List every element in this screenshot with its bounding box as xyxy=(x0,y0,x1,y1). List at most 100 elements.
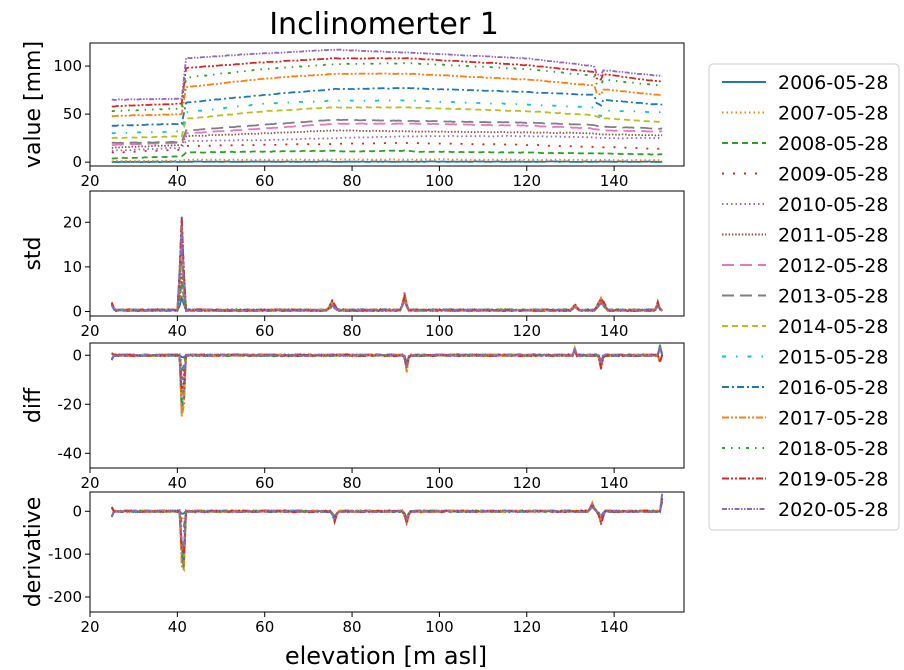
x-tick-label: 20 xyxy=(80,474,99,492)
legend-label: 2011-05-28 xyxy=(778,225,888,247)
legend-label: 2020-05-28 xyxy=(778,499,888,521)
series-line-2019-05-28 xyxy=(110,497,664,555)
series-line-2017-05-28 xyxy=(111,72,663,118)
series-line-2015-05-28 xyxy=(111,349,664,417)
x-axis-label: elevation [m asl] xyxy=(285,642,487,670)
legend-item: 2009-05-28 xyxy=(722,164,888,186)
x-tick-label: 100 xyxy=(425,618,454,636)
legend-item: 2007-05-28 xyxy=(722,103,888,125)
series-line-2013-05-28 xyxy=(110,242,663,313)
legend-label: 2018-05-28 xyxy=(778,438,888,460)
x-tick-label: 40 xyxy=(168,618,187,636)
legend: 2006-05-28 2007-05-28 2008-05-28 2009-05-28… xyxy=(708,63,900,531)
series-line-2013-05-28 xyxy=(111,118,663,144)
x-tick-label: 100 xyxy=(425,172,454,190)
legend-label: 2007-05-28 xyxy=(778,103,888,125)
x-tick-label: 40 xyxy=(168,322,187,340)
series-line-2010-05-28 xyxy=(110,494,664,548)
series-line-2007-05-28 xyxy=(111,285,663,313)
legend-item: 2020-05-28 xyxy=(722,499,888,521)
series-line-2008-05-28 xyxy=(111,149,663,160)
legend-label: 2019-05-28 xyxy=(778,469,888,491)
chart-title: Inclinomerter 1 xyxy=(269,7,499,42)
series-line-2014-05-28 xyxy=(111,246,663,313)
y-tick-label: 0 xyxy=(72,303,82,321)
legend-label: 2010-05-28 xyxy=(778,194,888,216)
y-tick-label: 20 xyxy=(63,213,82,231)
series-line-2018-05-28 xyxy=(111,62,663,113)
legend-item: 2014-05-28 xyxy=(722,316,888,338)
x-tick-label: 60 xyxy=(255,172,274,190)
x-tick-label: 60 xyxy=(255,474,274,492)
x-tick-label: 80 xyxy=(343,172,362,190)
series-line-2016-05-28 xyxy=(110,493,664,568)
series-line-2011-05-28 xyxy=(111,501,664,551)
x-tick-label: 40 xyxy=(168,474,187,492)
y-tick-label: -200 xyxy=(48,588,82,606)
x-tick-label: 80 xyxy=(343,322,362,340)
legend-item: 2018-05-28 xyxy=(722,438,888,460)
legend-item: 2008-05-28 xyxy=(722,133,888,155)
legend-item: 2010-05-28 xyxy=(722,194,888,216)
y-axis-label: std xyxy=(21,236,46,270)
series-line-2009-05-28 xyxy=(111,141,663,154)
x-tick-label: 140 xyxy=(600,474,629,492)
legend-item: 2012-05-28 xyxy=(722,255,888,277)
legend-item: 2016-05-28 xyxy=(722,377,888,399)
series-line-2012-05-28 xyxy=(111,122,663,147)
x-tick-label: 40 xyxy=(168,172,187,190)
panel-1-lines xyxy=(111,48,663,164)
x-tick-label: 60 xyxy=(255,322,274,340)
series-line-2020-05-28 xyxy=(110,493,664,547)
y-tick-label: 0 xyxy=(72,502,82,520)
panel-3-lines xyxy=(110,343,664,417)
legend-item: 2015-05-28 xyxy=(722,347,888,369)
legend-item: 2019-05-28 xyxy=(722,469,888,491)
series-line-2012-05-28 xyxy=(111,243,663,313)
legend-label: 2013-05-28 xyxy=(778,286,888,308)
y-tick-label: 10 xyxy=(63,258,82,276)
panel-frame xyxy=(89,190,685,317)
x-tick-label: 20 xyxy=(80,618,99,636)
legend-frame xyxy=(708,63,900,531)
series-line-2013-05-28 xyxy=(111,350,664,411)
x-tick-label: 100 xyxy=(425,474,454,492)
panel-frame xyxy=(89,42,685,167)
legend-label: 2008-05-28 xyxy=(778,133,888,155)
y-tick-label: -100 xyxy=(48,545,82,563)
panel-4-lines xyxy=(110,493,664,573)
legend-label: 2016-05-28 xyxy=(778,377,888,399)
series-line-2017-05-28 xyxy=(110,220,663,313)
series-line-2008-05-28 xyxy=(110,344,664,374)
x-tick-label: 120 xyxy=(512,618,541,636)
legend-label: 2006-05-28 xyxy=(778,72,888,94)
panel-3: 20 40 60 80 100 120 140 0 -20 -40 diff xyxy=(21,342,685,492)
legend-item: 2013-05-28 xyxy=(722,286,888,308)
series-line-2019-05-28 xyxy=(111,57,663,108)
series-line-2012-05-28 xyxy=(110,498,664,554)
x-tick-label: 100 xyxy=(425,322,454,340)
series-line-2015-05-28 xyxy=(110,239,663,313)
x-tick-label: 140 xyxy=(600,172,629,190)
y-tick-label: -20 xyxy=(58,395,83,413)
series-line-2014-05-28 xyxy=(111,106,663,140)
series-line-2016-05-28 xyxy=(110,216,663,313)
series-line-2010-05-28 xyxy=(111,134,663,152)
legend-label: 2009-05-28 xyxy=(778,164,888,186)
series-line-2009-05-28 xyxy=(110,274,663,313)
x-tick-label: 20 xyxy=(80,322,99,340)
series-line-2008-05-28 xyxy=(111,281,663,313)
y-tick-label: -40 xyxy=(58,444,83,462)
y-axis-label: derivative xyxy=(21,497,46,607)
y-tick-label: 50 xyxy=(63,105,82,123)
series-line-2009-05-28 xyxy=(110,500,664,536)
y-axis-label: diff xyxy=(21,387,46,423)
x-tick-label: 80 xyxy=(343,618,362,636)
series-line-2011-05-28 xyxy=(111,349,664,396)
legend-item: 2011-05-28 xyxy=(722,225,888,247)
series-line-2011-05-28 xyxy=(111,129,663,149)
legend-label: 2017-05-28 xyxy=(778,408,888,430)
y-axis-label: value [mm] xyxy=(21,41,46,168)
